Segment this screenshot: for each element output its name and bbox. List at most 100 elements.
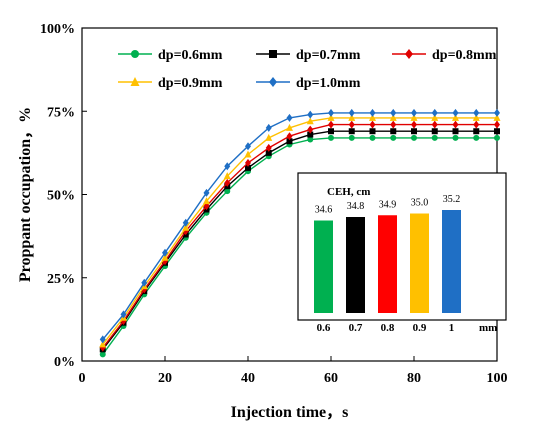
inset-bar (314, 220, 333, 313)
legend-item: dp=0.9mm (118, 76, 223, 91)
inset-category-label: 0.6 (317, 322, 331, 334)
data-point (203, 197, 210, 205)
data-point (390, 120, 397, 129)
data-point (131, 50, 139, 58)
data-point (473, 108, 480, 117)
inset-value-label: 35.0 (411, 198, 429, 209)
data-point (265, 123, 272, 132)
data-point (223, 172, 231, 180)
data-point (472, 113, 480, 121)
data-point (328, 108, 334, 117)
data-point (328, 128, 334, 135)
series-dp=1.0mm (99, 108, 500, 344)
inset-bar (410, 213, 429, 313)
data-point (162, 248, 168, 257)
data-point (494, 134, 500, 141)
inset-category-label: 0.7 (349, 322, 363, 334)
data-point (494, 120, 500, 129)
inset-value-label: 34.6 (315, 205, 333, 216)
data-point (286, 132, 293, 141)
inset-category-label: 1 (449, 322, 455, 334)
data-point (473, 120, 480, 129)
inset-category-label: 0.9 (413, 322, 427, 334)
data-point (265, 133, 273, 141)
data-point (161, 253, 169, 261)
data-point (286, 113, 293, 122)
data-point (307, 110, 314, 119)
data-point (431, 128, 438, 135)
y-tick-label: 0% (54, 355, 75, 370)
legend: dp=0.6mm dp=0.7mm dp=0.8mm dp=0.9mm dp=1.0mm (118, 48, 497, 91)
series-dp=0.8mm (99, 120, 500, 352)
y-axis-title: Proppant occupation，% (17, 107, 34, 282)
data-point (452, 120, 459, 129)
data-point (224, 162, 231, 171)
data-point (411, 134, 417, 141)
data-point (411, 128, 417, 135)
data-point (348, 128, 355, 135)
main-line-plot: 0 20 40 60 80 100 0% 25% 50% 75% 100% Injection tim… (17, 22, 508, 421)
data-point (328, 134, 334, 141)
data-point (452, 113, 459, 121)
legend-label: dp=0.6mm (158, 48, 223, 63)
series-line (102, 130, 497, 350)
series-line (102, 137, 497, 355)
data-point (120, 310, 127, 319)
data-point (327, 113, 335, 121)
data-point (269, 50, 277, 58)
data-point (369, 108, 376, 117)
x-tick-label: 60 (324, 371, 338, 386)
data-point (369, 113, 376, 121)
data-point (203, 188, 210, 197)
y-tick-label: 100% (40, 22, 75, 37)
data-point (286, 123, 293, 131)
inset-x-unit: mm (479, 322, 497, 334)
y-tick-label: 25% (47, 272, 75, 287)
inset-bar-group: 34.6 0.6 (314, 205, 333, 334)
data-point (244, 150, 252, 158)
x-tick-label: 0 (79, 371, 86, 386)
legend-label: dp=1.0mm (296, 76, 361, 91)
x-tick-label: 80 (407, 371, 421, 386)
inset-bar (346, 217, 365, 313)
data-point (411, 108, 417, 117)
data-point (307, 136, 314, 143)
y-tick-label: 50% (47, 189, 75, 204)
data-point (452, 128, 459, 135)
data-point (390, 108, 397, 117)
data-point (269, 77, 277, 87)
data-point (224, 188, 231, 195)
data-point (265, 143, 272, 152)
data-point (99, 351, 106, 358)
series-dp=0.9mm (99, 113, 501, 348)
inset-value-label: 34.8 (347, 201, 365, 212)
legend-item: dp=0.8mm (392, 48, 497, 63)
data-point (245, 158, 251, 167)
legend-label: dp=0.7mm (296, 48, 361, 63)
data-point (307, 125, 314, 134)
data-point (390, 128, 397, 135)
data-point (286, 138, 293, 145)
data-point (141, 278, 148, 287)
data-point (99, 335, 106, 344)
inset-bar-group: 34.9 0.8 (378, 199, 397, 334)
series-line (102, 112, 497, 340)
inset-category-label: 0.8 (381, 322, 395, 334)
legend-label: dp=0.9mm (158, 76, 223, 91)
inset-bar (442, 210, 461, 313)
data-point (265, 149, 272, 156)
data-point (389, 113, 397, 121)
inset-bar-group: 35.21 (442, 194, 461, 334)
data-point (410, 113, 418, 121)
legend-label: dp=0.8mm (432, 48, 497, 63)
data-point (245, 142, 251, 151)
data-point (473, 134, 480, 141)
data-point (494, 128, 500, 135)
data-point (369, 120, 376, 129)
legend-item: dp=0.7mm (256, 48, 361, 63)
inset-bar (378, 215, 397, 313)
data-point (348, 113, 356, 121)
inset-bar-chart: CEH, cm34.60.634.80.734.90.835.00.935.21… (297, 172, 507, 334)
legend-item: dp=1.0mm (256, 76, 361, 91)
